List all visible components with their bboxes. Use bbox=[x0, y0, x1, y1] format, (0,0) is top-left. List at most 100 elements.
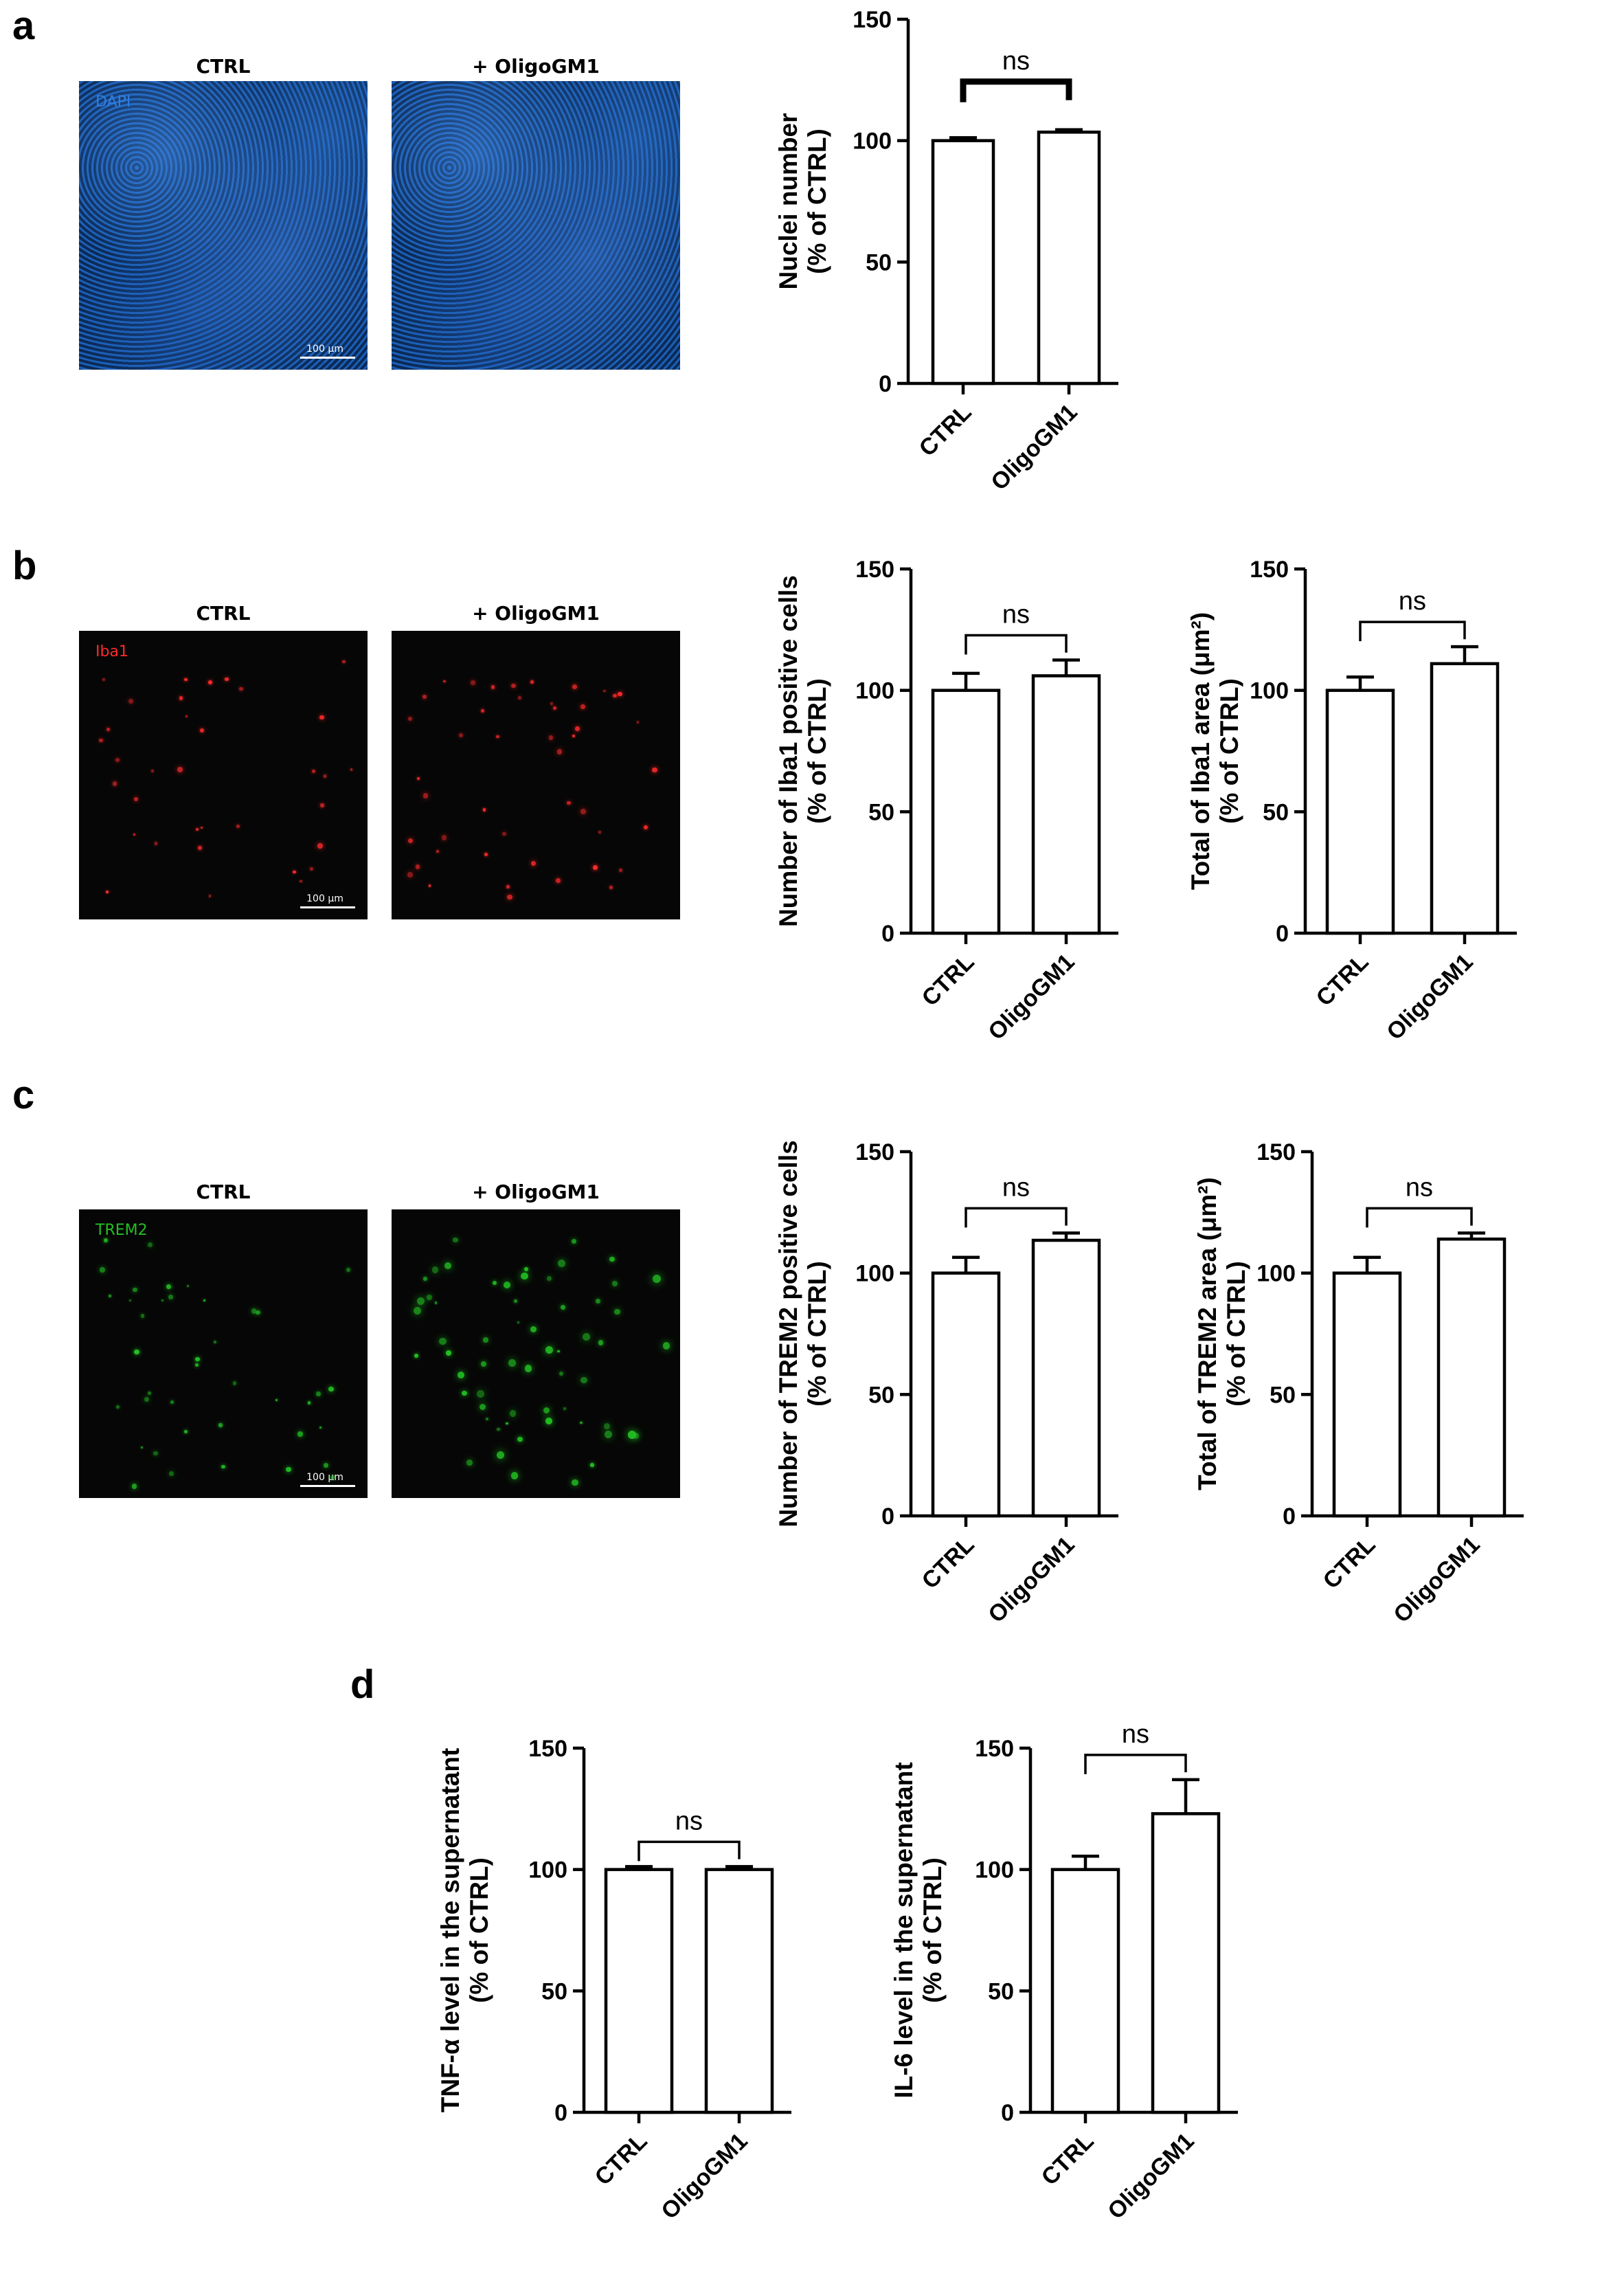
cell-punctum bbox=[415, 864, 420, 869]
cell-punctum bbox=[603, 1423, 610, 1430]
bar bbox=[1031, 1238, 1101, 1518]
cell-punctum bbox=[502, 831, 506, 836]
cell-punctum bbox=[485, 1417, 489, 1421]
cell-punctum bbox=[144, 1397, 149, 1402]
bar bbox=[931, 139, 995, 385]
y-axis-label: Nuclei number bbox=[774, 113, 802, 290]
cell-punctum bbox=[316, 1391, 322, 1396]
cell-punctum bbox=[195, 827, 199, 831]
cell-punctum bbox=[177, 766, 183, 772]
cell-punctum bbox=[580, 704, 585, 709]
cell-punctum bbox=[140, 1314, 145, 1318]
cell-punctum bbox=[481, 708, 485, 713]
iba1-image-oligogm1 bbox=[392, 631, 680, 919]
cell-punctum bbox=[115, 758, 120, 763]
significance-label: ns bbox=[1002, 47, 1030, 76]
bar bbox=[1031, 674, 1101, 935]
bar bbox=[931, 1271, 1001, 1518]
y-axis-label: Number of Iba1 positive cells bbox=[774, 575, 802, 927]
panel-letter-b: b bbox=[12, 544, 37, 588]
cell-punctum bbox=[605, 1430, 613, 1439]
cell-punctum bbox=[572, 1479, 578, 1486]
scale-bar bbox=[300, 906, 355, 908]
cell-punctum bbox=[575, 726, 580, 731]
panel-letter-a: a bbox=[12, 3, 35, 48]
x-tick-label: CTRL bbox=[1037, 2128, 1099, 2191]
significance-label: ns bbox=[1399, 587, 1426, 616]
cell-punctum bbox=[609, 1256, 615, 1262]
cell-punctum bbox=[652, 767, 657, 772]
cell-punctum bbox=[572, 684, 578, 689]
y-axis-label: (% of CTRL) bbox=[918, 1857, 947, 2003]
cell-punctum bbox=[197, 846, 202, 851]
panel-letter-d: d bbox=[350, 1662, 375, 1707]
cell-punctum bbox=[483, 1337, 489, 1343]
bar bbox=[1332, 1271, 1402, 1518]
cell-punctum bbox=[466, 1460, 473, 1466]
cell-punctum bbox=[444, 1262, 452, 1270]
y-axis-label: Total of Iba1 area (μm²) bbox=[1186, 612, 1215, 890]
chart-il6: 0 50 100 150 CTRL OligoGM1 ns IL-6 level in the… bbox=[890, 1720, 1238, 2224]
cell-punctum bbox=[179, 696, 183, 701]
x-tick-label: CTRL bbox=[917, 1532, 980, 1594]
significance-bracket bbox=[960, 78, 1072, 102]
x-tick-label: OligoGM1 bbox=[983, 949, 1079, 1045]
dapi-image-oligogm1 bbox=[392, 81, 680, 370]
cell-punctum bbox=[482, 807, 486, 812]
cell-punctum bbox=[557, 1259, 565, 1267]
cell-punctum bbox=[422, 792, 429, 798]
cell-punctum bbox=[580, 809, 586, 815]
cell-punctum bbox=[582, 1333, 590, 1341]
cell-punctum bbox=[431, 1266, 439, 1273]
cell-punctum bbox=[609, 886, 613, 890]
cell-punctum bbox=[556, 749, 563, 755]
cell-punctum bbox=[563, 1407, 567, 1411]
cell-punctum bbox=[414, 1353, 418, 1358]
bar bbox=[704, 1868, 774, 2114]
cell-punctum bbox=[545, 1346, 553, 1354]
scale-bar bbox=[300, 357, 355, 359]
cell-punctum bbox=[555, 878, 561, 883]
significance-label: ns bbox=[1002, 601, 1030, 629]
cell-punctum bbox=[572, 735, 575, 737]
cell-punctum bbox=[503, 1281, 510, 1288]
cell-punctum bbox=[439, 1338, 447, 1345]
x-tick-label: CTRL bbox=[917, 949, 980, 1011]
cell-punctum bbox=[619, 869, 622, 872]
y-tick-label: 0 bbox=[881, 1504, 894, 1530]
x-tick-label: CTRL bbox=[590, 2128, 653, 2191]
cell-punctum bbox=[183, 1429, 188, 1433]
cell-punctum bbox=[457, 1371, 464, 1378]
cell-punctum bbox=[514, 1299, 518, 1303]
y-axis-label: (% of CTRL) bbox=[803, 128, 831, 274]
significance-bracket bbox=[1359, 621, 1466, 642]
cell-punctum bbox=[556, 1350, 560, 1353]
cell-punctum bbox=[480, 1361, 486, 1367]
cell-punctum bbox=[530, 680, 534, 684]
cell-punctum bbox=[207, 680, 212, 685]
significance-bracket bbox=[1366, 1207, 1473, 1228]
cell-punctum bbox=[148, 1242, 153, 1247]
cell-punctum bbox=[550, 702, 554, 706]
cell-punctum bbox=[251, 1308, 257, 1314]
y-axis-label: (% of CTRL) bbox=[1222, 1261, 1250, 1407]
y-tick-label: 0 bbox=[1001, 2100, 1014, 2126]
cell-punctum bbox=[186, 1284, 190, 1288]
cell-punctum bbox=[128, 1299, 131, 1302]
cell-punctum bbox=[644, 825, 649, 829]
cell-punctum bbox=[436, 850, 440, 853]
y-axis-label: IL-6 level in the supernatant bbox=[890, 1762, 918, 2098]
cell-punctum bbox=[423, 1276, 428, 1281]
cell-punctum bbox=[422, 695, 427, 699]
cell-punctum bbox=[346, 1268, 350, 1272]
cell-punctum bbox=[598, 1340, 604, 1345]
cell-punctum bbox=[524, 1266, 529, 1271]
cell-punctum bbox=[134, 1349, 139, 1354]
stain-label-dapi: DAPI bbox=[95, 93, 131, 111]
iba1-image-ctrl: Iba1 100 μm bbox=[79, 631, 368, 919]
cell-punctum bbox=[426, 1294, 433, 1301]
cell-punctum bbox=[508, 1359, 516, 1367]
cell-punctum bbox=[330, 1475, 335, 1479]
chart-iba1-area: 0 50 100 150 CTRL OligoGM1 ns Total of Iba1 are… bbox=[1186, 557, 1517, 1045]
cell-punctum bbox=[617, 691, 622, 697]
